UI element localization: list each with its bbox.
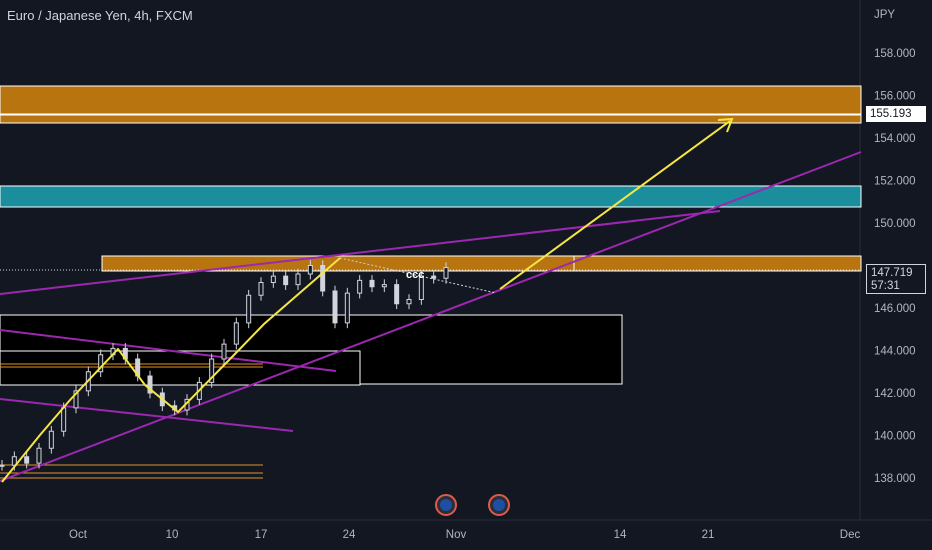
candle-body [209,358,215,383]
price-tick-label: 142.000 [874,388,916,400]
candle-body [320,265,326,292]
candle-body [36,447,42,464]
price-tick-label: 150.000 [874,218,916,230]
time-tick-label: 24 [343,529,356,541]
flag-icon[interactable] [435,494,457,516]
candle-body [24,456,30,464]
current-price-label: 147.719 57:31 [866,264,926,294]
price-tick-label: 140.000 [874,431,916,443]
currency-label: JPY [874,9,895,21]
price-tick-label: 144.000 [874,346,916,358]
candle-body [381,284,387,288]
candle-body [48,430,54,449]
candle-body [147,375,153,394]
candle-body [61,407,67,432]
time-tick-label: 10 [166,529,179,541]
trendline-upper[interactable] [0,210,721,295]
price-tick-label: 156.000 [874,91,916,103]
candle-body [258,282,264,296]
range-box[interactable] [0,350,361,386]
supply-zone-upper-band[interactable] [0,114,862,124]
candle-body [406,299,412,305]
flag-icon[interactable] [488,494,510,516]
time-tick-label: Nov [446,529,467,541]
candle-body [418,275,424,300]
arrow-head [717,117,734,133]
price-tick-label: 158.000 [874,48,916,60]
time-tick-label: Dec [840,529,861,541]
candle-body [233,322,239,345]
price-tick-label: 146.000 [874,303,916,315]
candle-body [283,275,289,286]
wave-path[interactable] [1,257,341,483]
price-tick-label: 138.000 [874,473,916,485]
candle-body [98,354,104,373]
candle-body [369,279,375,288]
trendline-channel[interactable] [0,329,337,372]
time-tick-label: Oct [69,529,88,541]
candle-body [221,343,227,360]
current-price-value: 147.719 [871,267,913,279]
candle-body [73,390,79,409]
candle-body [246,294,252,324]
demand-zone-teal[interactable] [0,185,862,208]
candle-body [0,464,5,467]
candle-body [332,290,338,324]
trendline-support[interactable] [0,151,862,482]
candle-body [431,275,437,279]
candle-body [357,279,363,294]
trendline-lower[interactable] [0,398,294,432]
candle-body [307,265,313,275]
countdown-value: 57:31 [871,280,900,292]
time-tick-label: 21 [702,529,715,541]
ccc-label: ccc [406,269,424,281]
target-price-label: 155.193 [866,106,926,122]
candle-body [270,275,276,283]
chart-title: Euro / Japanese Yen, 4h, FXCM [7,8,193,23]
price-tick-label: 154.000 [874,133,916,145]
candle-body [295,273,301,286]
time-tick-label: 14 [614,529,627,541]
supply-zone-upper[interactable] [0,85,862,115]
price-tick-label: 152.000 [874,176,916,188]
time-tick-label: 17 [255,529,268,541]
candle-body [394,284,400,305]
dotted-path [339,257,497,294]
candle-body [344,292,350,324]
projection-arrow[interactable] [499,120,731,290]
candle-body [443,267,449,279]
